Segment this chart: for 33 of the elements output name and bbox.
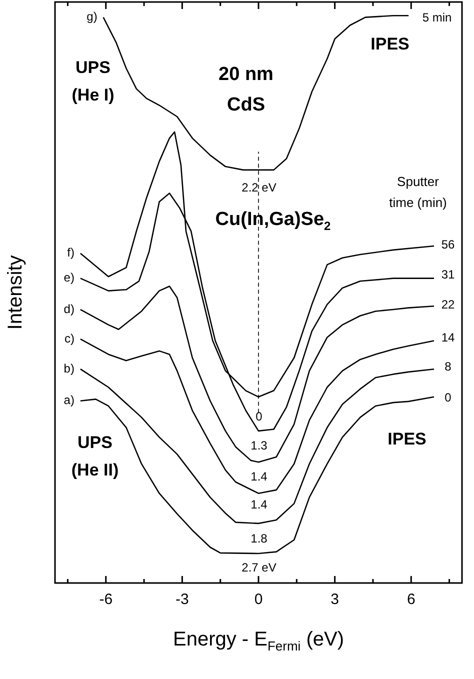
x-tick-label: 3 bbox=[330, 591, 339, 608]
annotation: IPES bbox=[388, 430, 426, 449]
annotation: IPES bbox=[370, 34, 410, 54]
series-label: f) bbox=[67, 246, 74, 260]
annotation: 0 bbox=[444, 390, 452, 404]
series-label: e) bbox=[64, 270, 74, 285]
annotation: 2.7 eV bbox=[242, 560, 276, 574]
annotation: Sputter time (min) bbox=[389, 174, 447, 210]
x-tick-label: -3 bbox=[176, 591, 189, 608]
annotation: 31 bbox=[441, 267, 455, 282]
x-tick-label: -6 bbox=[99, 591, 113, 608]
annotation: UPS (He II) bbox=[71, 433, 119, 480]
annotation: 56 bbox=[441, 237, 455, 252]
annotation: 1.4 bbox=[250, 469, 268, 484]
annotation: 1.4 bbox=[250, 497, 268, 512]
legend-label: g) bbox=[86, 10, 98, 24]
annotation: 22 bbox=[441, 297, 455, 312]
annotation: 0 bbox=[256, 409, 263, 424]
series-label: d) bbox=[64, 302, 74, 316]
annotation: 1.8 bbox=[250, 531, 268, 546]
x-tick-label: 0 bbox=[254, 591, 263, 608]
x-tick-label: 6 bbox=[406, 591, 416, 608]
annotation: 8 bbox=[444, 359, 452, 374]
annotation: 1.3 bbox=[250, 438, 268, 452]
annotation: 2.2 eV bbox=[242, 180, 276, 194]
series-label: c) bbox=[64, 331, 74, 346]
series-label: b) bbox=[64, 361, 74, 376]
annotation: UPS (He I) bbox=[72, 58, 114, 104]
annotation: 5 min bbox=[422, 10, 452, 24]
series-label: a) bbox=[64, 393, 74, 408]
annotation: 14 bbox=[441, 330, 455, 344]
annotation: 20 nm CdS bbox=[218, 64, 274, 116]
y-axis-title: Intensity bbox=[4, 255, 27, 330]
